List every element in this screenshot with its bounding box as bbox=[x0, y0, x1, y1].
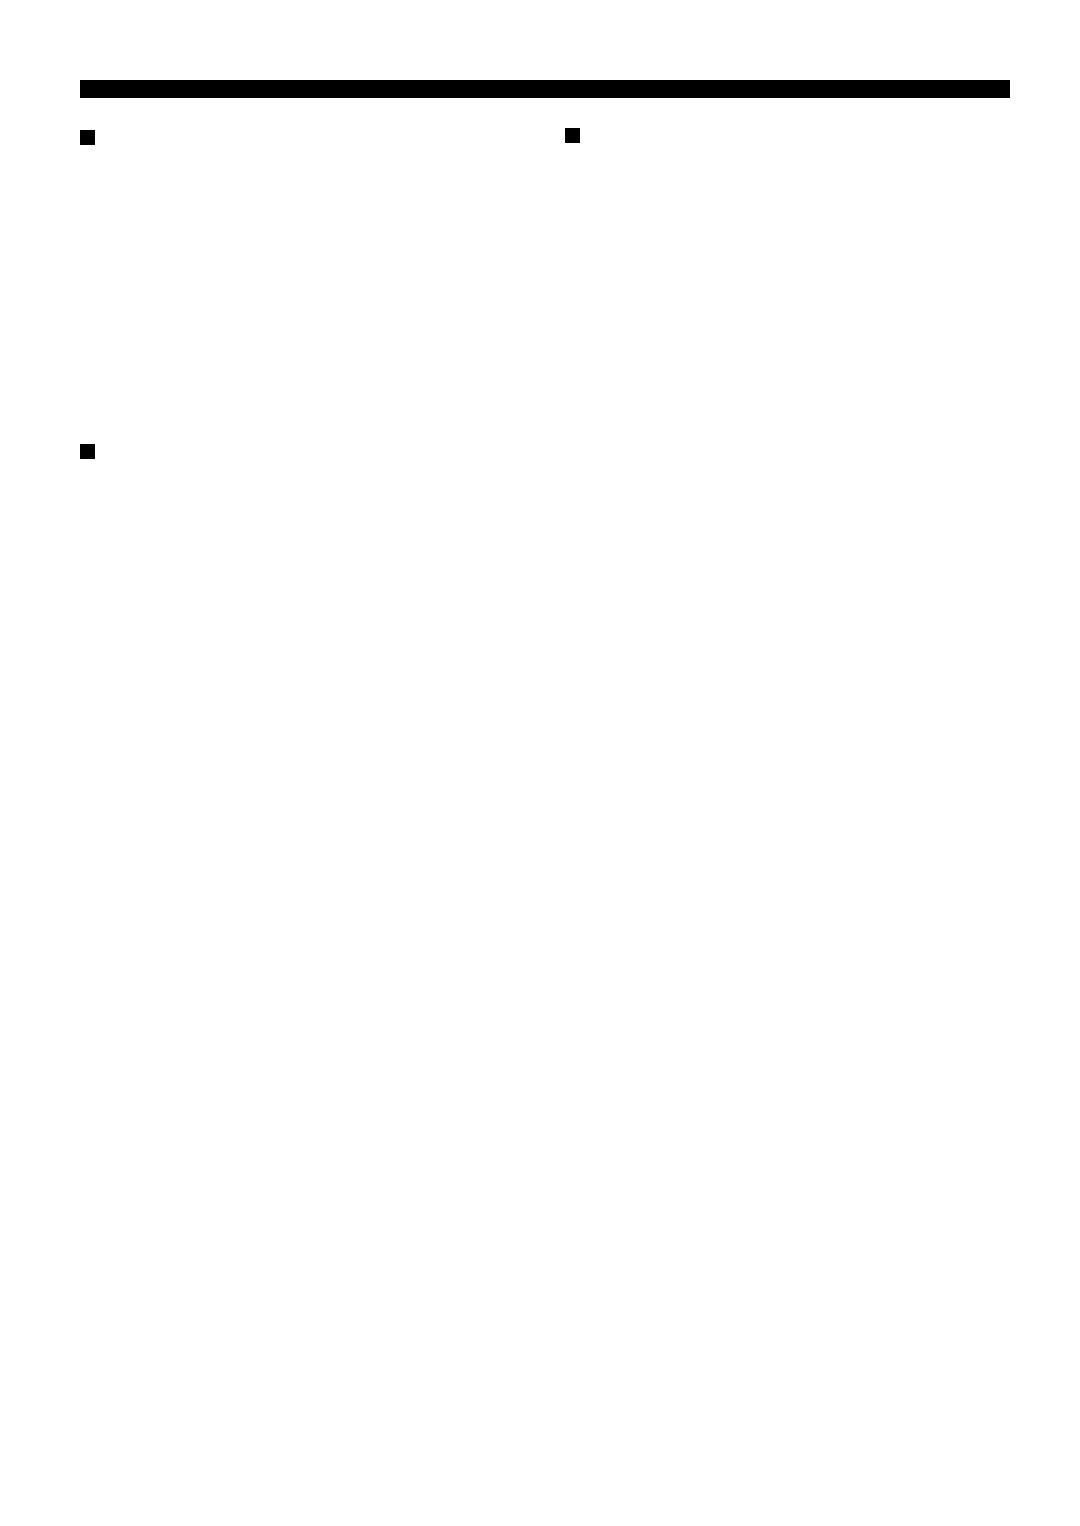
gain-chart bbox=[80, 473, 525, 778]
figure-2 bbox=[565, 697, 1010, 902]
frequency-heading bbox=[80, 130, 525, 145]
qfactor-chart bbox=[565, 157, 1010, 482]
gain-heading bbox=[80, 444, 525, 459]
page-title bbox=[80, 80, 1010, 98]
left-column bbox=[80, 116, 525, 902]
content-columns bbox=[80, 116, 1010, 902]
frequency-chart bbox=[80, 159, 525, 424]
right-column bbox=[565, 116, 1010, 902]
figure-1 bbox=[565, 502, 1010, 687]
qfactor-heading bbox=[565, 128, 1010, 143]
